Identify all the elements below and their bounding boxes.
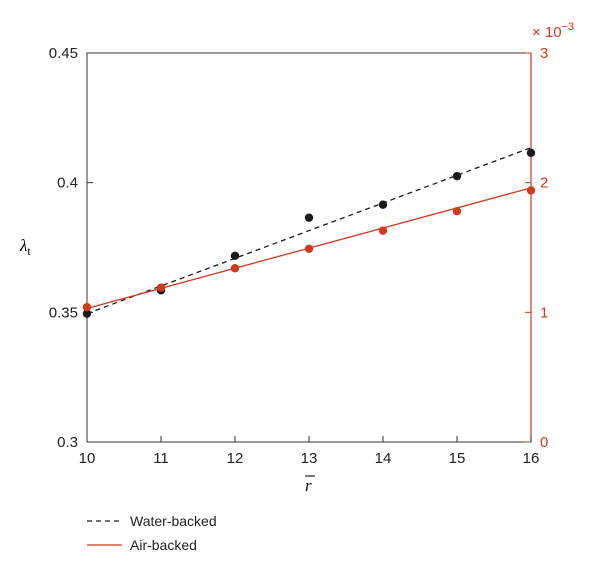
- data-point-air-backed: [230, 264, 240, 273]
- x-tick-label: 16: [523, 450, 540, 467]
- data-point-air-backed: [156, 283, 166, 292]
- y-right-tick-label: 0: [540, 434, 548, 451]
- right-axis: 0 1 2 3: [525, 45, 548, 451]
- right-axis-multiplier-base: × 10: [532, 24, 562, 41]
- legend: Water-backed Air-backed: [87, 513, 217, 553]
- series-layer: [82, 147, 536, 318]
- y-left-tick-label: 0.45: [49, 45, 78, 62]
- y-right-tick-label: 3: [540, 45, 548, 62]
- data-point-water-backed: [526, 148, 536, 158]
- y-axis-label-sub: t: [27, 244, 31, 258]
- x-tick-label: 15: [449, 450, 466, 467]
- right-axis-multiplier-exponent: −3: [562, 21, 575, 33]
- right-axis-multiplier: × 10−3: [532, 21, 574, 41]
- left-axis-ticks: 0.3 0.35 0.4 0.45: [49, 45, 93, 451]
- y-axis-label: λt: [19, 236, 31, 258]
- data-point-air-backed: [378, 226, 388, 235]
- x-tick-label: 14: [375, 450, 392, 467]
- data-point-air-backed: [82, 302, 92, 312]
- legend-label-water-backed: Water-backed: [130, 513, 217, 529]
- x-tick-label: 10: [79, 450, 96, 467]
- x-axis-ticks: 10 11 12 13 14 15 16: [79, 436, 540, 467]
- x-tick-label: 13: [301, 450, 318, 467]
- data-point-water-backed: [82, 309, 92, 318]
- y-left-tick-label: 0.4: [57, 175, 78, 192]
- data-point-water-backed: [452, 171, 462, 181]
- x-axis-label: r: [305, 476, 312, 495]
- data-point-water-backed: [378, 200, 388, 209]
- y-right-tick-label: 1: [540, 304, 548, 321]
- data-point-water-backed: [230, 251, 240, 260]
- y-left-tick-label: 0.3: [57, 434, 78, 451]
- data-point-air-backed: [452, 206, 462, 216]
- y-right-tick-label: 2: [540, 175, 548, 192]
- y-axis-label-main: λ: [19, 236, 27, 255]
- data-point-air-backed: [304, 244, 314, 253]
- data-point-water-backed: [304, 213, 314, 222]
- y-left-tick-label: 0.35: [49, 304, 78, 321]
- legend-label-air-backed: Air-backed: [130, 537, 197, 553]
- x-tick-label: 11: [153, 450, 169, 467]
- data-point-air-backed: [526, 186, 536, 195]
- x-tick-label: 12: [227, 450, 244, 467]
- series-line-water-backed: [86, 147, 532, 315]
